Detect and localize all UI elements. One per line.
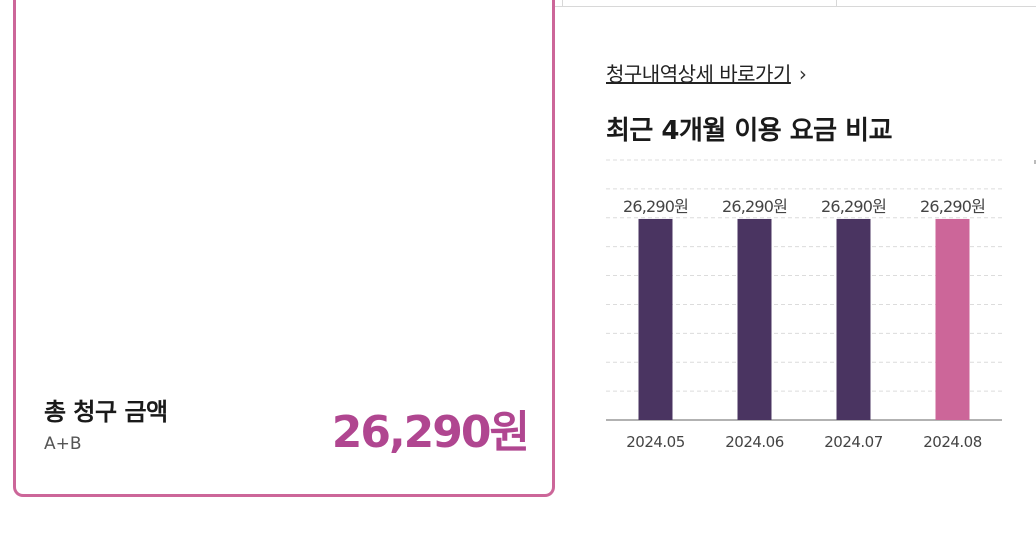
- chart-bar: [737, 218, 772, 420]
- chart-title: 최근 4개월 이용 요금 비교: [606, 116, 893, 146]
- edge-indicator: [1034, 160, 1036, 164]
- x-tick-label: 2024.07: [824, 433, 883, 451]
- x-tick-label: 2024.06: [725, 433, 784, 451]
- total-bill-card: 총 청구 금액 A+B 26,290원: [13, 0, 555, 497]
- total-bill-amount: 26,290원: [331, 407, 530, 458]
- chevron-right-icon: ›: [798, 62, 807, 86]
- bar-value-label: 26,290원: [623, 197, 688, 216]
- tab-strip-border: [278, 6, 1036, 7]
- bar-value-label: 26,290원: [722, 197, 787, 216]
- bar-value-label: 26,290원: [821, 197, 886, 216]
- total-bill-title: 총 청구 금액: [44, 398, 168, 426]
- x-tick-label: 2024.08: [923, 433, 982, 451]
- chart-bar: [836, 218, 871, 420]
- tab-divider: [562, 0, 563, 6]
- bill-detail-link-label: 청구내역상세 바로가기: [606, 62, 791, 86]
- total-bill-formula: A+B: [44, 434, 82, 454]
- bar-value-label: 26,290원: [920, 197, 985, 216]
- chart-bar: [638, 218, 673, 420]
- bill-detail-link[interactable]: 청구내역상세 바로가기 ›: [606, 58, 807, 87]
- x-tick-label: 2024.05: [626, 433, 685, 451]
- chart-bar: [935, 218, 970, 420]
- tab-divider: [836, 0, 837, 6]
